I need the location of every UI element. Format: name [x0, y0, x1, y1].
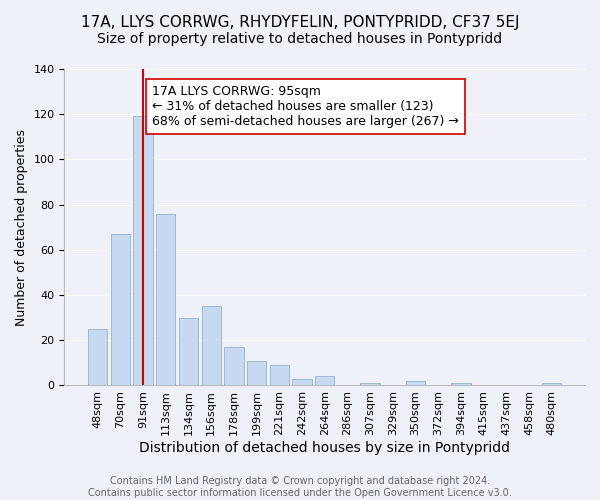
- Bar: [542, 383, 562, 386]
- X-axis label: Distribution of detached houses by size in Pontypridd: Distribution of detached houses by size …: [139, 441, 510, 455]
- Bar: [179, 318, 198, 386]
- Bar: [88, 329, 107, 386]
- Bar: [315, 376, 334, 386]
- Bar: [406, 381, 425, 386]
- Bar: [224, 347, 244, 386]
- Bar: [202, 306, 221, 386]
- Bar: [451, 383, 470, 386]
- Y-axis label: Number of detached properties: Number of detached properties: [15, 128, 28, 326]
- Text: 17A, LLYS CORRWG, RHYDYFELIN, PONTYPRIDD, CF37 5EJ: 17A, LLYS CORRWG, RHYDYFELIN, PONTYPRIDD…: [81, 15, 519, 30]
- Bar: [361, 383, 380, 386]
- Bar: [111, 234, 130, 386]
- Text: Contains HM Land Registry data © Crown copyright and database right 2024.
Contai: Contains HM Land Registry data © Crown c…: [88, 476, 512, 498]
- Bar: [156, 214, 175, 386]
- Bar: [292, 378, 311, 386]
- Text: 17A LLYS CORRWG: 95sqm
← 31% of detached houses are smaller (123)
68% of semi-de: 17A LLYS CORRWG: 95sqm ← 31% of detached…: [152, 85, 459, 128]
- Text: Size of property relative to detached houses in Pontypridd: Size of property relative to detached ho…: [97, 32, 503, 46]
- Bar: [269, 365, 289, 386]
- Bar: [247, 360, 266, 386]
- Bar: [133, 116, 153, 386]
